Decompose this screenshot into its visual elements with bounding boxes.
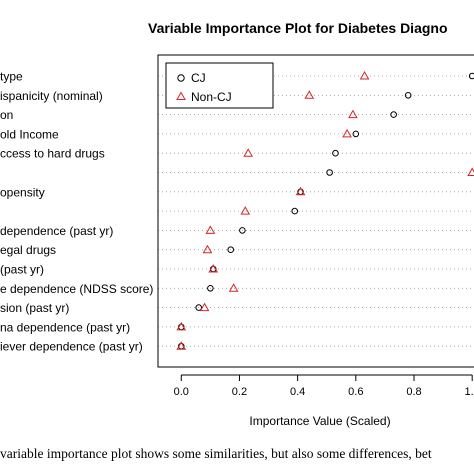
point-cj	[390, 111, 397, 118]
category-label: ispanicity (nominal)	[0, 89, 103, 103]
point-non-cj	[359, 70, 370, 80]
category-label: opensity	[0, 185, 45, 199]
category-label: iever dependence (past yr)	[0, 340, 143, 354]
x-tick-label: 0.4	[290, 386, 305, 398]
chart-title: Variable Importance Plot for Diabetes Di…	[148, 20, 448, 36]
legend: CJ Non-CJ	[165, 62, 274, 109]
x-tick-label: 0.6	[348, 386, 363, 398]
x-axis: 0.0 0.2 0.4 0.6 0.8 1.0	[174, 374, 474, 398]
category-label: dependence (past yr)	[0, 224, 113, 238]
point-non-cj	[240, 206, 251, 215]
x-tick-label: 0.0	[174, 386, 189, 398]
point-non-cj	[348, 109, 358, 119]
legend-marker-non-cj	[176, 91, 186, 100]
category-label: (past yr)	[0, 263, 44, 277]
x-axis-label: Importance Value (Scaled)	[249, 414, 390, 428]
series-non-cj	[176, 70, 474, 350]
point-cj	[239, 227, 246, 234]
point-cj	[291, 207, 299, 215]
point-cj	[195, 304, 203, 311]
legend-box	[165, 62, 274, 109]
point-non-cj	[176, 321, 187, 331]
category-label: na dependence (past yr)	[0, 320, 130, 334]
x-tick-label: 0.8	[406, 386, 421, 398]
category-label: old Income	[0, 127, 59, 141]
category-label: sion (past yr)	[0, 301, 69, 315]
category-label: type	[0, 70, 23, 84]
category-labels: type ispanicity (nominal) on old Income cces…	[0, 70, 153, 354]
figure-caption: variable importance plot shows some simi…	[0, 446, 432, 461]
point-non-cj	[243, 148, 254, 157]
category-label: on	[0, 108, 13, 122]
legend-label-cj: CJ	[191, 71, 206, 85]
point-non-cj	[208, 263, 219, 273]
point-non-cj	[202, 244, 213, 254]
point-non-cj	[176, 341, 187, 350]
point-non-cj	[342, 128, 352, 138]
category-label: ccess to hard drugs	[0, 147, 105, 161]
point-cj	[332, 149, 339, 157]
point-cj	[404, 92, 412, 99]
x-tick-label: 0.2	[232, 386, 247, 398]
point-cj	[352, 130, 360, 138]
point-cj	[227, 246, 235, 253]
legend-marker-cj	[177, 74, 185, 82]
point-cj	[468, 72, 474, 80]
point-non-cj	[467, 167, 474, 176]
point-cj	[207, 285, 214, 292]
plot-area-frame	[157, 54, 474, 368]
point-non-cj	[304, 90, 315, 99]
category-label: e dependence (NDSS score)	[0, 282, 153, 296]
point-cj	[326, 169, 333, 176]
legend-label-non-cj: Non-CJ	[191, 90, 232, 104]
point-non-cj	[199, 302, 210, 312]
point-non-cj	[228, 283, 239, 292]
x-tick-label: 1.0	[465, 386, 474, 398]
grid-lines	[158, 75, 474, 347]
point-non-cj	[205, 225, 216, 234]
point-non-cj	[295, 186, 306, 196]
category-label: egal drugs	[0, 243, 56, 257]
